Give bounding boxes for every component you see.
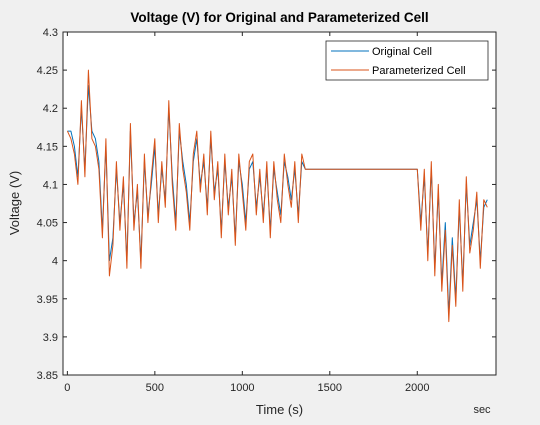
y-tick-label: 4.3 [43,27,58,39]
y-tick-label: 4.15 [37,141,58,153]
x-axis-unit-label: sec [473,404,491,416]
y-tick-label: 3.95 [37,294,58,306]
y-tick-label: 4.05 [37,218,58,230]
y-tick-label: 4.25 [37,65,58,77]
x-tick-label: 0 [64,382,70,394]
y-tick-label: 3.85 [37,370,58,382]
x-tick-label: 500 [146,382,164,394]
y-tick-label: 4.2 [43,103,58,115]
legend: Original Cell Parameterized Cell [326,41,488,80]
legend-label-original-cell: Original Cell [372,46,432,58]
y-tick-label: 4.1 [43,179,58,191]
y-tick-label: 4 [52,256,58,268]
x-tick-label: 1000 [230,382,254,394]
legend-label-parameterized-cell: Parameterized Cell [372,65,466,77]
x-tick-label: 1500 [318,382,342,394]
x-tick-label: 2000 [405,382,429,394]
y-tick-label: 3.9 [43,332,58,344]
y-axis-label: Voltage (V) [7,171,22,235]
x-axis-label: Time (s) [256,402,303,417]
chart-title: Voltage (V) for Original and Parameteriz… [130,10,428,25]
